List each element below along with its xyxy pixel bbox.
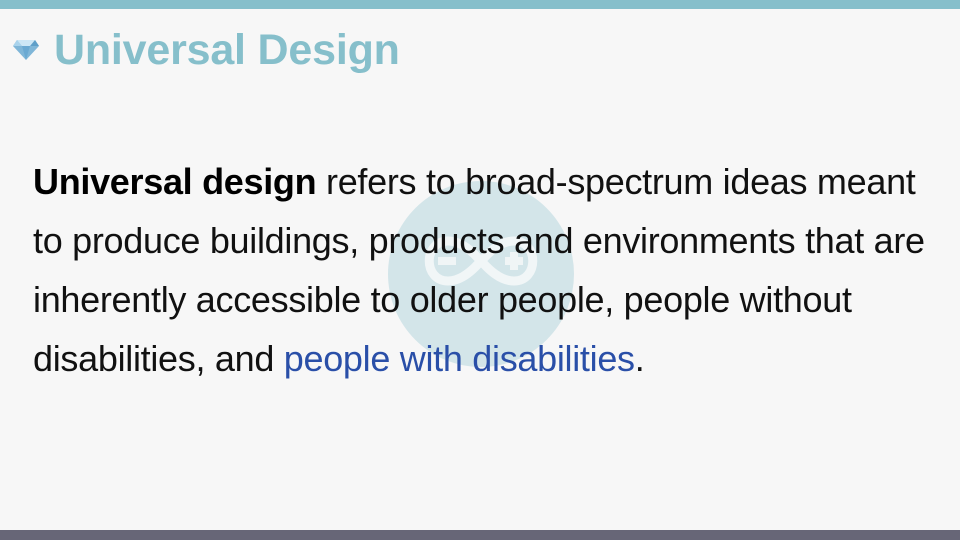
defined-term: Universal design <box>33 161 317 202</box>
gem-icon <box>10 34 42 66</box>
body-paragraph: Universal design refers to broad-spectru… <box>33 152 933 388</box>
bottom-footer-bar <box>0 530 960 540</box>
body-text: refers to broad-spectrum ideas meant to … <box>33 161 925 379</box>
watermark-logo-icon <box>388 181 574 367</box>
slide-title: Universal Design <box>54 25 400 74</box>
disabilities-link[interactable]: people with disabilities <box>283 338 635 379</box>
title-row: Universal Design <box>10 24 400 76</box>
body-end: . <box>634 338 645 379</box>
top-accent-bar <box>0 0 960 9</box>
